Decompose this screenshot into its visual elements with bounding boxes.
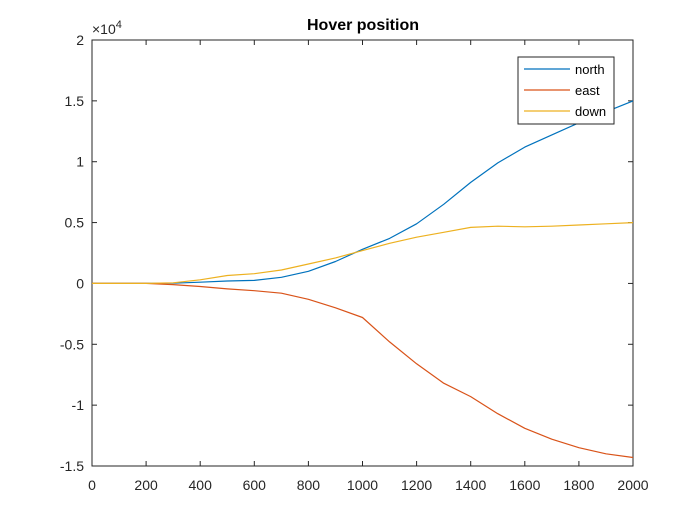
y-tick-label: -1 bbox=[72, 397, 85, 413]
x-tick-label: 0 bbox=[88, 477, 96, 493]
x-tick-label: 1000 bbox=[347, 477, 378, 493]
x-tick-label: 400 bbox=[189, 477, 213, 493]
legend-label-down: down bbox=[575, 104, 606, 119]
y-tick-label: 0.5 bbox=[65, 215, 85, 231]
legend-label-east: east bbox=[575, 83, 600, 98]
legend-label-north: north bbox=[575, 62, 605, 77]
x-tick-label: 1400 bbox=[455, 477, 486, 493]
x-tick-label: 200 bbox=[134, 477, 158, 493]
series-line-east bbox=[92, 282, 634, 459]
x-tick-label: 1600 bbox=[509, 477, 540, 493]
y-tick-label: 1.5 bbox=[65, 93, 85, 109]
x-tick-label: 600 bbox=[243, 477, 267, 493]
x-tick-label: 1800 bbox=[563, 477, 594, 493]
y-tick-label: -1.5 bbox=[60, 458, 84, 474]
x-tick-label: 800 bbox=[297, 477, 321, 493]
y-tick-label: -0.5 bbox=[60, 336, 84, 352]
x-tick-label: 1200 bbox=[401, 477, 432, 493]
y-axis-exponent: ×104 bbox=[92, 19, 122, 37]
series-lines bbox=[92, 100, 634, 459]
series-line-north bbox=[92, 100, 634, 284]
y-tick-label: 2 bbox=[76, 32, 84, 48]
y-tick-label: 0 bbox=[76, 275, 84, 291]
x-tick-label: 2000 bbox=[617, 477, 648, 493]
series-line-down bbox=[92, 222, 634, 284]
chart-title: Hover position bbox=[307, 17, 419, 34]
legend: north east down bbox=[517, 56, 615, 125]
y-tick-label: 1 bbox=[76, 154, 84, 170]
